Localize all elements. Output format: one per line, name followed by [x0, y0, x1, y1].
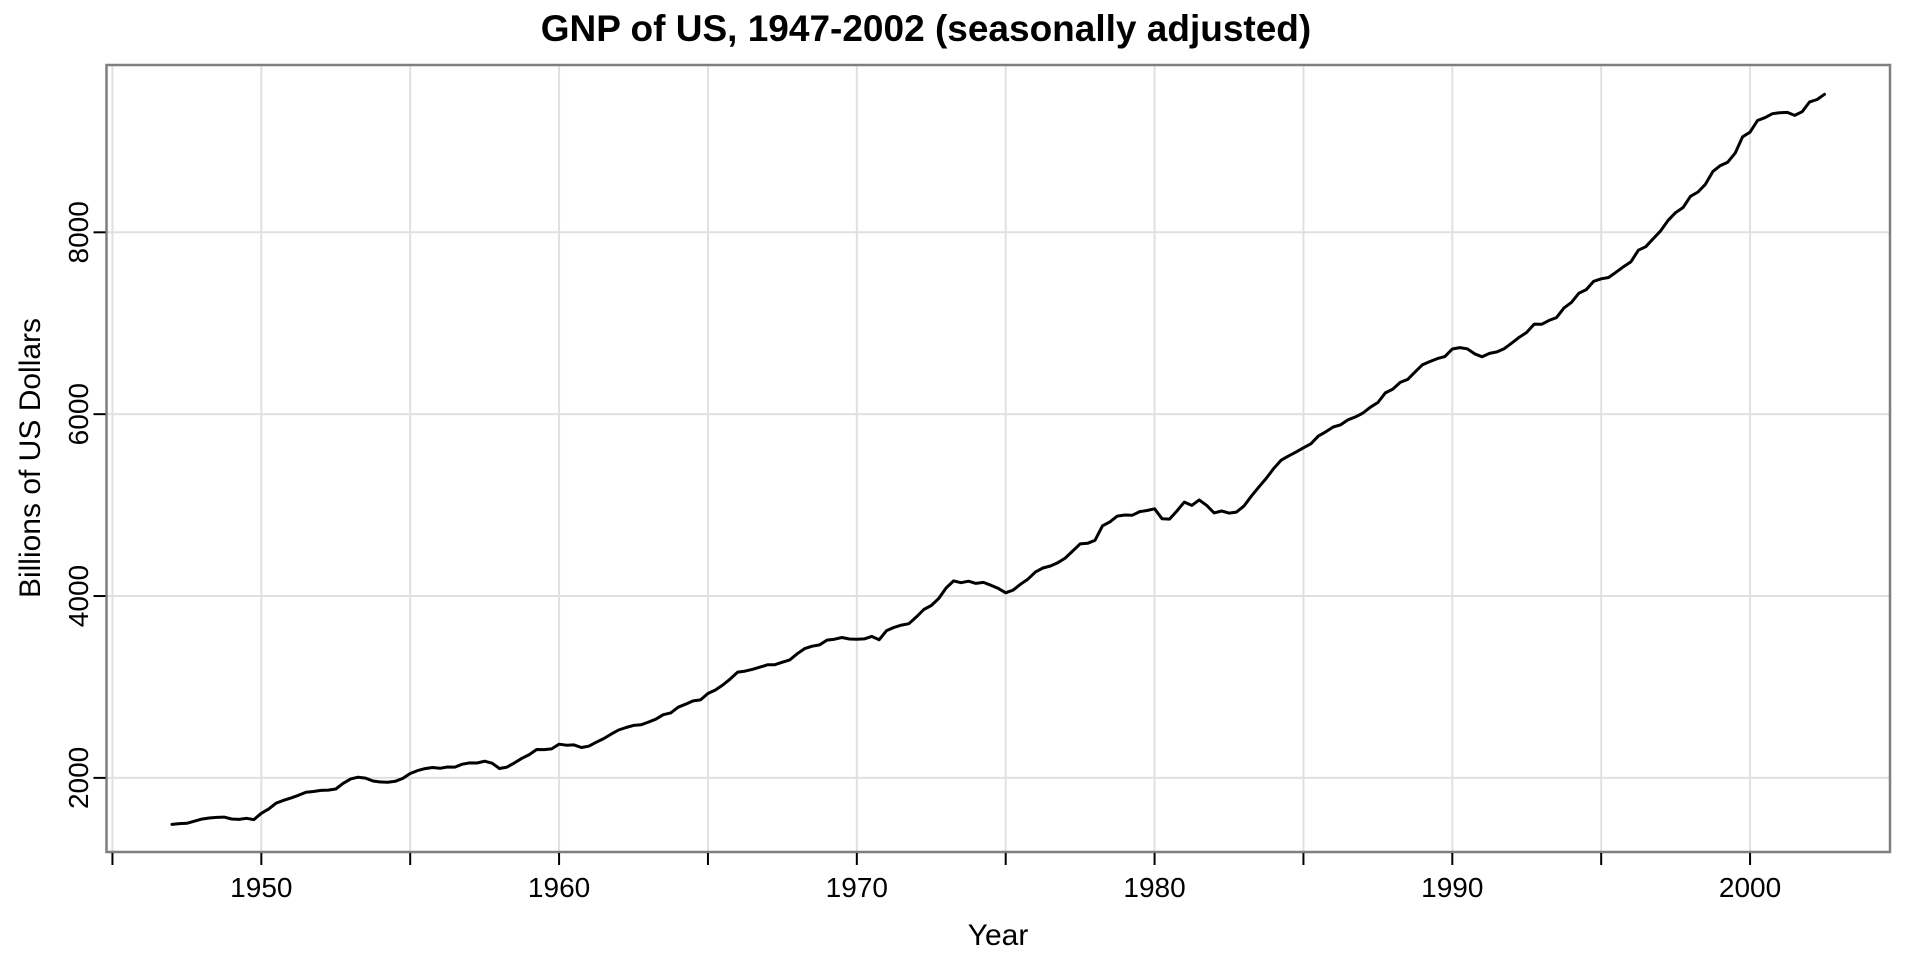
y-axis-tick-labels: 2000 4000 6000 8000 [63, 201, 94, 809]
y-axis-ticks [93, 231, 106, 779]
gnp-series-line [170, 92, 1826, 826]
x-axis-ticks [111, 853, 1752, 865]
y-tick-label-2000: 2000 [63, 747, 94, 809]
horizontal-gridlines [106, 231, 1890, 779]
x-tick-label-1950: 1950 [230, 872, 292, 903]
x-axis-tick-labels: 1950 1960 1970 1980 1990 2000 [230, 872, 1781, 903]
y-tick-label-8000: 8000 [63, 201, 94, 263]
vertical-gridlines [111, 65, 1752, 852]
x-tick-label-1990: 1990 [1421, 872, 1483, 903]
x-tick-label-1960: 1960 [528, 872, 590, 903]
y-axis-title: Billions of US Dollars [14, 318, 47, 598]
chart-title: GNP of US, 1947-2002 (seasonally adjuste… [541, 8, 1311, 49]
y-tick-label-4000: 4000 [63, 565, 94, 627]
x-tick-label-1980: 1980 [1123, 872, 1185, 903]
y-tick-label-6000: 6000 [63, 383, 94, 445]
x-tick-label-1970: 1970 [826, 872, 888, 903]
x-tick-label-2000: 2000 [1719, 872, 1781, 903]
x-axis-title: Year [968, 919, 1029, 952]
plot-frame [105, 63, 1892, 854]
